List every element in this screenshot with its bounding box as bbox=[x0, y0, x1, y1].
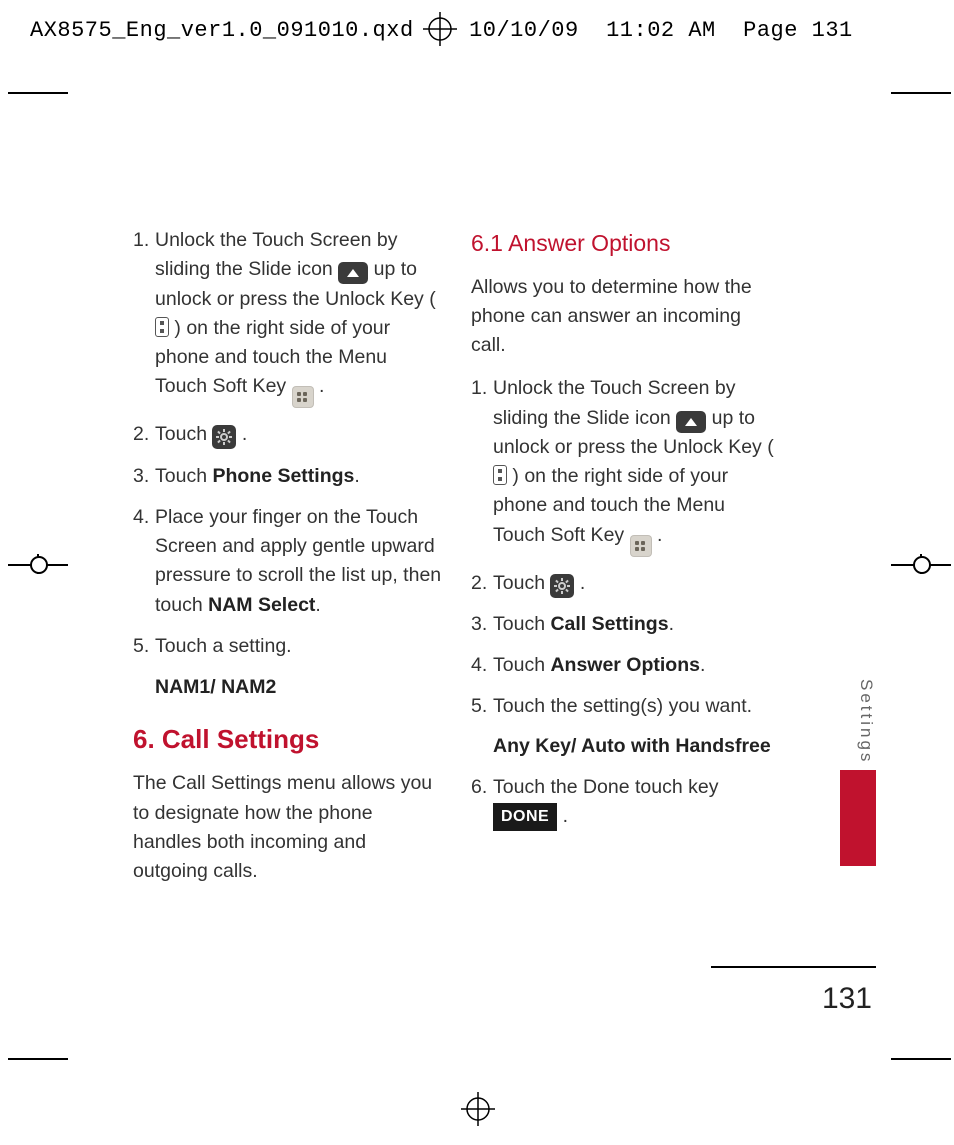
menu-grid-icon bbox=[292, 386, 314, 408]
list-item: 3. Touch Phone Settings. bbox=[133, 462, 443, 491]
list-item: 5. Touch a setting. NAM1/ NAM2 bbox=[133, 632, 443, 703]
page-number: 131 bbox=[822, 982, 872, 1016]
slide-up-icon bbox=[338, 262, 368, 284]
nam-options: NAM1/ NAM2 bbox=[155, 673, 443, 702]
list-item: 5. Touch the setting(s) you want. Any Ke… bbox=[471, 692, 781, 761]
section-6-description: The Call Settings menu allows you to des… bbox=[133, 769, 443, 886]
crop-mark bbox=[891, 1058, 951, 1060]
crop-mark bbox=[8, 1058, 68, 1060]
list-item: 3. Touch Call Settings. bbox=[471, 610, 781, 639]
page-content: 1. Unlock the Touch Screen by sliding th… bbox=[133, 226, 866, 1078]
crop-mark bbox=[8, 92, 68, 94]
header-time: 11:02 AM bbox=[606, 18, 716, 43]
register-mark-icon bbox=[423, 12, 457, 46]
list-item: 2. Touch . bbox=[133, 420, 443, 449]
left-column: 1. Unlock the Touch Screen by sliding th… bbox=[133, 226, 443, 900]
page-number-rule bbox=[711, 966, 876, 968]
section-heading-6: 6. Call Settings bbox=[133, 720, 443, 759]
done-button-icon: DONE bbox=[493, 803, 557, 831]
settings-gear-icon bbox=[550, 574, 574, 598]
settings-gear-icon bbox=[212, 425, 236, 449]
section-side-tab: Settings bbox=[840, 679, 876, 866]
menu-grid-icon bbox=[630, 535, 652, 557]
print-header: AX8575_Eng_ver1.0_091010.qxd 10/10/09 11… bbox=[30, 12, 853, 46]
list-item: 1. Unlock the Touch Screen by sliding th… bbox=[471, 374, 781, 556]
side-tab-label: Settings bbox=[840, 679, 876, 770]
list-item: 1. Unlock the Touch Screen by sliding th… bbox=[133, 226, 443, 408]
header-page: Page 131 bbox=[743, 18, 853, 43]
list-item: 2. Touch . bbox=[471, 569, 781, 598]
header-filename: AX8575_Eng_ver1.0_091010.qxd bbox=[30, 18, 414, 43]
unlock-key-icon bbox=[155, 317, 169, 337]
list-item: 6. Touch the Done touch key DONE . bbox=[471, 773, 781, 832]
section-heading-6-1: 6.1 Answer Options bbox=[471, 226, 781, 261]
unlock-key-icon bbox=[493, 465, 507, 485]
crop-mark bbox=[891, 92, 951, 94]
side-tab-bar bbox=[840, 770, 876, 866]
page-frame: 1. Unlock the Touch Screen by sliding th… bbox=[83, 44, 876, 1108]
right-column: 6.1 Answer Options Allows you to determi… bbox=[471, 226, 781, 900]
list-item: 4. Place your finger on the Touch Screen… bbox=[133, 503, 443, 620]
header-date: 10/10/09 bbox=[469, 18, 579, 43]
register-mark-icon bbox=[461, 1092, 495, 1126]
slide-up-icon bbox=[676, 411, 706, 433]
answer-options-list: Any Key/ Auto with Handsfree bbox=[493, 732, 781, 761]
list-item: 4. Touch Answer Options. bbox=[471, 651, 781, 680]
section-6-1-description: Allows you to determine how the phone ca… bbox=[471, 273, 781, 361]
